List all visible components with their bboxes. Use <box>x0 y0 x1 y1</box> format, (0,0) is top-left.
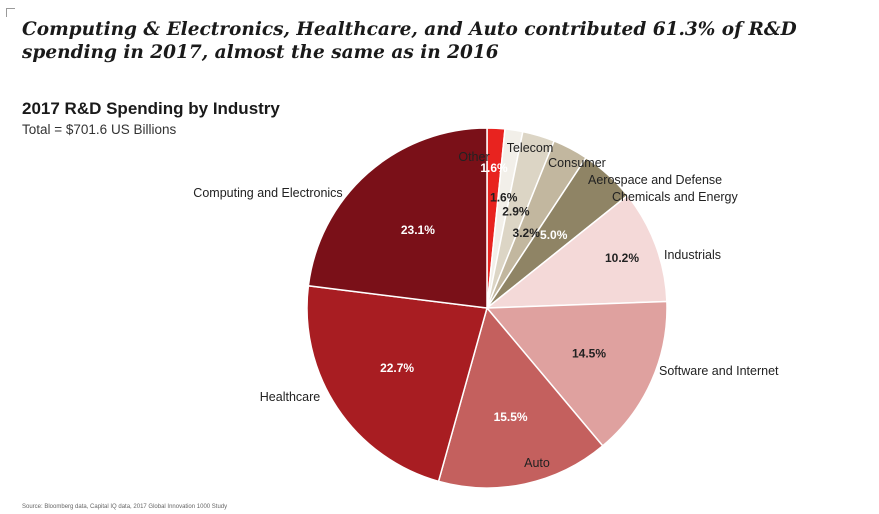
category-label-consumer: Consumer <box>548 156 606 170</box>
value-label-software-and-internet: 14.5% <box>572 346 606 360</box>
headline: Computing & Electronics, Healthcare, and… <box>22 19 797 63</box>
category-label-telecom: Telecom <box>507 141 554 155</box>
value-label-healthcare: 22.7% <box>380 361 414 375</box>
pie-slices <box>306 127 668 489</box>
corner-mark <box>6 8 15 17</box>
category-label-other: Other <box>458 150 489 164</box>
value-label-other: 1.6% <box>480 161 508 175</box>
value-label-industrials: 10.2% <box>605 251 639 265</box>
value-label-auto: 15.5% <box>494 410 528 424</box>
pie-slice-computing-and-electronics <box>307 127 488 309</box>
category-label-software-and-internet: Software and Internet <box>659 364 779 378</box>
category-label-aerospace-and-defense: Aerospace and Defense <box>588 173 722 187</box>
pie-value-labels: 1.6%1.6%2.9%3.2% 5.0%10.2%14.5%15.5%22.7%… <box>380 161 639 424</box>
value-label-chemicals-and-energy: 5.0% <box>540 228 568 242</box>
category-label-auto: Auto <box>524 456 550 470</box>
value-label-consumer: 2.9% <box>502 204 530 218</box>
pie-chart: 1.6%1.6%2.9%3.2% 5.0%10.2%14.5%15.5%22.7%… <box>193 127 779 489</box>
pie-slice-healthcare <box>306 284 488 483</box>
value-label-computing-and-electronics: 23.1% <box>401 223 435 237</box>
chart-title: 2017 R&D Spending by Industry <box>22 99 280 118</box>
pie-slice-auto <box>437 306 604 489</box>
category-label-healthcare: Healthcare <box>260 390 320 404</box>
value-label-telecom: 1.6% <box>490 191 518 205</box>
category-label-computing-and-electronics: Computing and Electronics <box>193 186 342 200</box>
pie-slice-software-and-internet <box>485 300 668 447</box>
category-label-industrials: Industrials <box>664 248 721 262</box>
chart-subtitle: Total = $701.6 US Billions <box>22 122 177 137</box>
value-label-aerospace-and-defense: 3.2% <box>513 226 541 240</box>
pie-slice-industrials <box>484 194 668 309</box>
source-note: Source: Bloomberg data, Capital IQ data,… <box>22 504 228 510</box>
category-label-chemicals-and-energy: Chemicals and Energy <box>612 190 739 204</box>
